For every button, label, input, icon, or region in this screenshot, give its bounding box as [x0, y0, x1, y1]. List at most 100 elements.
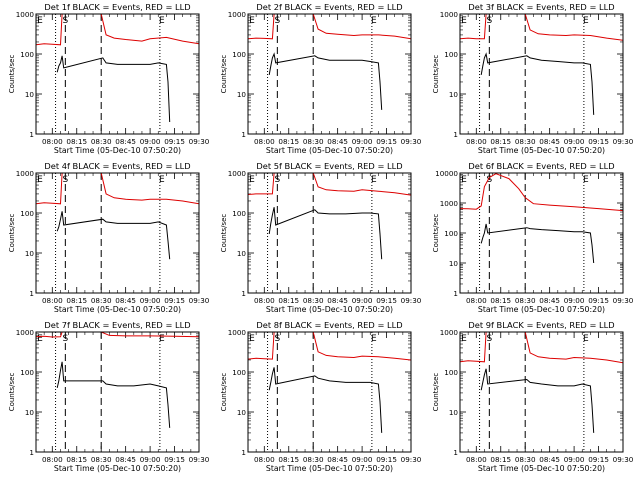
event-marker-s: S [274, 175, 280, 185]
x-tick-label: 08:30 [303, 296, 324, 305]
x-axis-label: Start Time (05-Dec-10 07:50:20) [478, 305, 605, 314]
x-axis-label: Start Time (05-Dec-10 07:50:20) [478, 464, 605, 473]
y-axis-label: Counts/sec [8, 214, 16, 253]
lld-series-line [248, 14, 411, 40]
x-tick-label: 08:15 [490, 296, 511, 305]
x-tick-label: 08:45 [115, 455, 136, 464]
y-tick-label: 10 [237, 90, 247, 99]
x-tick-label: 08:00 [42, 296, 63, 305]
x-tick-label: 08:30 [303, 137, 324, 146]
y-tick-label: 1 [29, 448, 34, 457]
x-tick-label: 08:45 [539, 137, 560, 146]
event-marker-s: S [274, 334, 280, 344]
chart-panel-9: Det 9f BLACK = Events, RED = LLD 1 10 100 10… [432, 320, 634, 473]
x-tick-label: 08:15 [278, 137, 299, 146]
x-axis-label: Start Time (05-Dec-10 07:50:20) [266, 464, 393, 473]
event-marker-e: E [37, 16, 43, 26]
y-tick-label: 100 [232, 368, 246, 377]
y-tick-label: 1000 [440, 199, 459, 208]
y-axis-label: Counts/sec [8, 55, 16, 94]
x-tick-label: 09:30 [613, 137, 634, 146]
event-marker-e: E [159, 16, 165, 26]
y-tick-label: 10 [449, 90, 459, 99]
events-series-line [268, 52, 383, 110]
x-tick-label: 09:15 [376, 455, 397, 464]
event-marker-e: E [249, 175, 255, 185]
chart-title: Det 6f BLACK = Events, RED = LLD [468, 161, 614, 171]
x-tick-label: 08:15 [490, 455, 511, 464]
lld-series-line [460, 173, 623, 212]
chart-panel-1: Det 1f BLACK = Events, RED = LLD 1 10 100 10… [8, 2, 210, 155]
event-marker-s: S [62, 175, 68, 185]
chart-title: Det 3f BLACK = Events, RED = LLD [468, 2, 614, 12]
x-tick-label: 08:00 [466, 296, 487, 305]
event-marker-s: S [486, 16, 492, 26]
event-marker-e: E [37, 334, 43, 344]
chart-panel-5: Det 5f BLACK = Events, RED = LLD 1 10 100 10… [220, 161, 422, 314]
y-tick-label: 1000 [440, 328, 459, 337]
x-tick-label: 08:15 [66, 296, 87, 305]
event-marker-e: E [583, 16, 589, 26]
y-tick-label: 100 [20, 50, 34, 59]
y-tick-label: 1 [241, 130, 246, 139]
chart-panel-4: Det 4f BLACK = Events, RED = LLD 1 10 100 10… [8, 161, 210, 314]
x-tick-label: 08:30 [515, 137, 536, 146]
y-tick-label: 10 [25, 408, 35, 417]
events-series-line [56, 55, 171, 123]
x-tick-label: 08:30 [515, 455, 536, 464]
series-group [248, 332, 411, 433]
plot-frame [35, 13, 200, 135]
x-tick-label: 09:15 [164, 455, 185, 464]
x-tick-label: 08:15 [278, 455, 299, 464]
x-tick-label: 09:00 [140, 296, 161, 305]
x-tick-label: 09:00 [564, 296, 585, 305]
event-marker-s: S [486, 175, 492, 185]
plot-frame [459, 172, 624, 294]
x-tick-label: 08:15 [490, 137, 511, 146]
series-group [460, 173, 623, 264]
y-tick-label: 1000 [228, 10, 247, 19]
event-marker-e: E [461, 16, 467, 26]
y-tick-label: 100 [232, 209, 246, 218]
y-tick-label: 100 [20, 209, 34, 218]
x-axis-label: Start Time (05-Dec-10 07:50:20) [266, 146, 393, 155]
y-tick-label: 1000 [16, 10, 35, 19]
y-tick-label: 1 [453, 289, 458, 298]
y-tick-label: 1 [29, 289, 34, 298]
y-tick-label: 1000 [228, 169, 247, 178]
y-tick-label: 1000 [16, 169, 35, 178]
y-tick-label: 1 [453, 448, 458, 457]
x-tick-label: 09:30 [189, 296, 210, 305]
y-tick-label: 100 [20, 368, 34, 377]
x-tick-label: 09:00 [140, 455, 161, 464]
x-tick-label: 09:15 [164, 296, 185, 305]
x-tick-label: 08:30 [91, 296, 112, 305]
x-tick-label: 09:30 [613, 296, 634, 305]
x-tick-label: 09:15 [588, 296, 609, 305]
events-series-line [480, 223, 595, 264]
chart-panel-7: Det 7f BLACK = Events, RED = LLD 1 10 100 10… [8, 320, 210, 473]
x-tick-label: 09:30 [401, 137, 422, 146]
plot-frame [35, 172, 200, 294]
lld-series-line [36, 14, 199, 46]
x-tick-label: 09:30 [613, 455, 634, 464]
y-axis-label: Counts/sec [8, 373, 16, 412]
x-tick-label: 08:45 [539, 455, 560, 464]
x-axis-label: Start Time (05-Dec-10 07:50:20) [54, 464, 181, 473]
x-tick-label: 08:00 [254, 455, 275, 464]
x-tick-label: 09:00 [140, 137, 161, 146]
event-marker-e: E [371, 16, 377, 26]
series-group [460, 332, 623, 433]
chart-panel-2: Det 2f BLACK = Events, RED = LLD 1 10 100 10… [220, 2, 422, 155]
y-axis-label: Counts/sec [220, 373, 228, 412]
x-tick-label: 09:30 [189, 455, 210, 464]
y-tick-label: 10 [25, 249, 35, 258]
events-series-line [56, 361, 171, 428]
chart-title: Det 7f BLACK = Events, RED = LLD [44, 320, 190, 330]
event-marker-e: E [583, 175, 589, 185]
x-tick-label: 09:00 [564, 455, 585, 464]
y-tick-label: 10 [237, 249, 247, 258]
events-series-line [480, 52, 595, 115]
events-series-line [480, 368, 595, 433]
x-axis-label: Start Time (05-Dec-10 07:50:20) [478, 146, 605, 155]
